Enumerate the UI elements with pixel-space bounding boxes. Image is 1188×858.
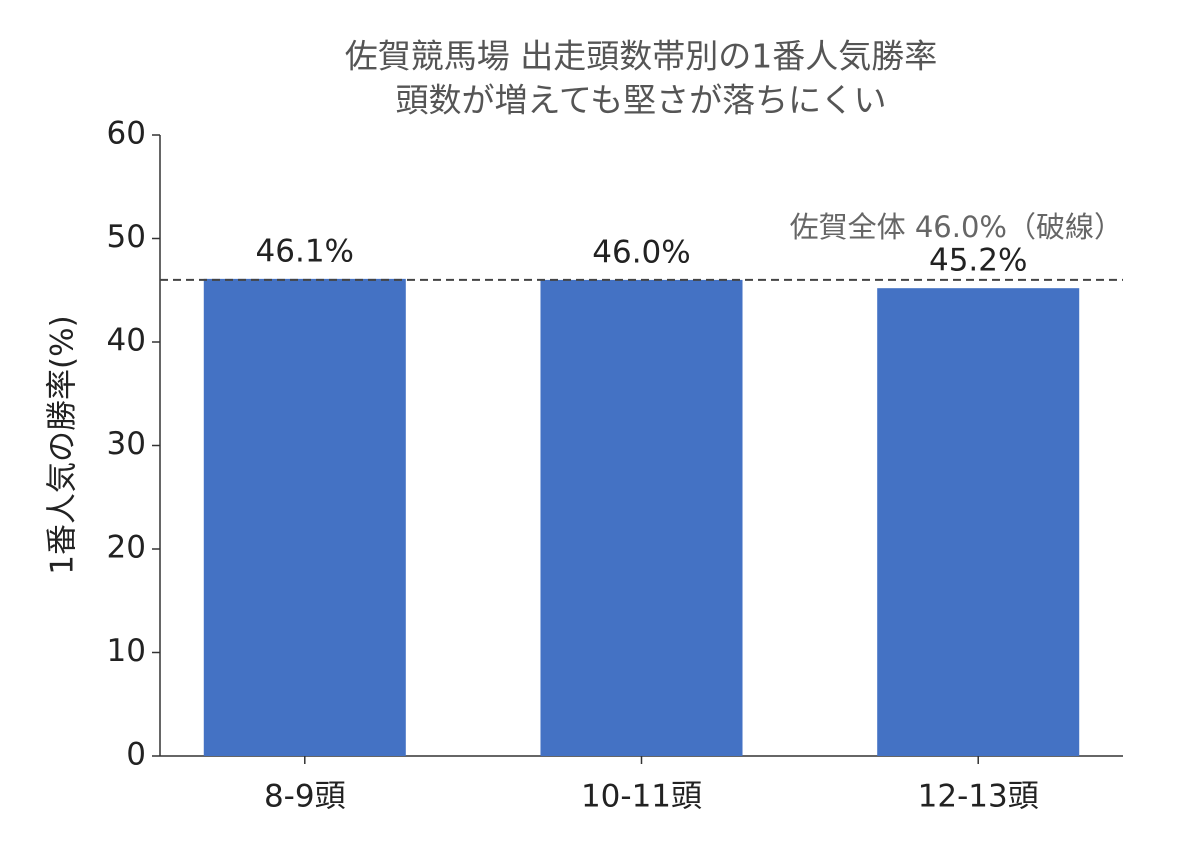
- chart-subtitle: 頭数が増えても堅さが落ちにくい: [395, 81, 886, 120]
- chart-title: 佐賀競馬場 出走頭数帯別の1番人気勝率: [345, 37, 938, 76]
- y-tick-label: 10: [107, 633, 146, 669]
- y-axis-label: 1番人気の勝率(%): [45, 315, 81, 574]
- x-tick-label: 8-9頭: [264, 779, 346, 815]
- y-tick-label: 0: [126, 737, 146, 773]
- y-tick-label: 50: [107, 219, 146, 255]
- y-tick-label: 20: [107, 530, 146, 566]
- value-label: 46.0%: [592, 234, 690, 270]
- bar: [203, 278, 406, 756]
- bar: [540, 279, 743, 756]
- y-tick-label: 30: [107, 426, 146, 462]
- bar: [877, 288, 1080, 756]
- value-label: 45.2%: [929, 243, 1027, 279]
- x-tick-label: 12-13頭: [918, 779, 1039, 815]
- y-tick-label: 60: [107, 116, 146, 152]
- reference-label: 佐賀全体 46.0%（破線）: [790, 210, 1123, 244]
- y-tick-label: 40: [107, 323, 146, 359]
- x-tick-label: 10-11頭: [581, 779, 702, 815]
- value-label: 46.1%: [256, 233, 354, 269]
